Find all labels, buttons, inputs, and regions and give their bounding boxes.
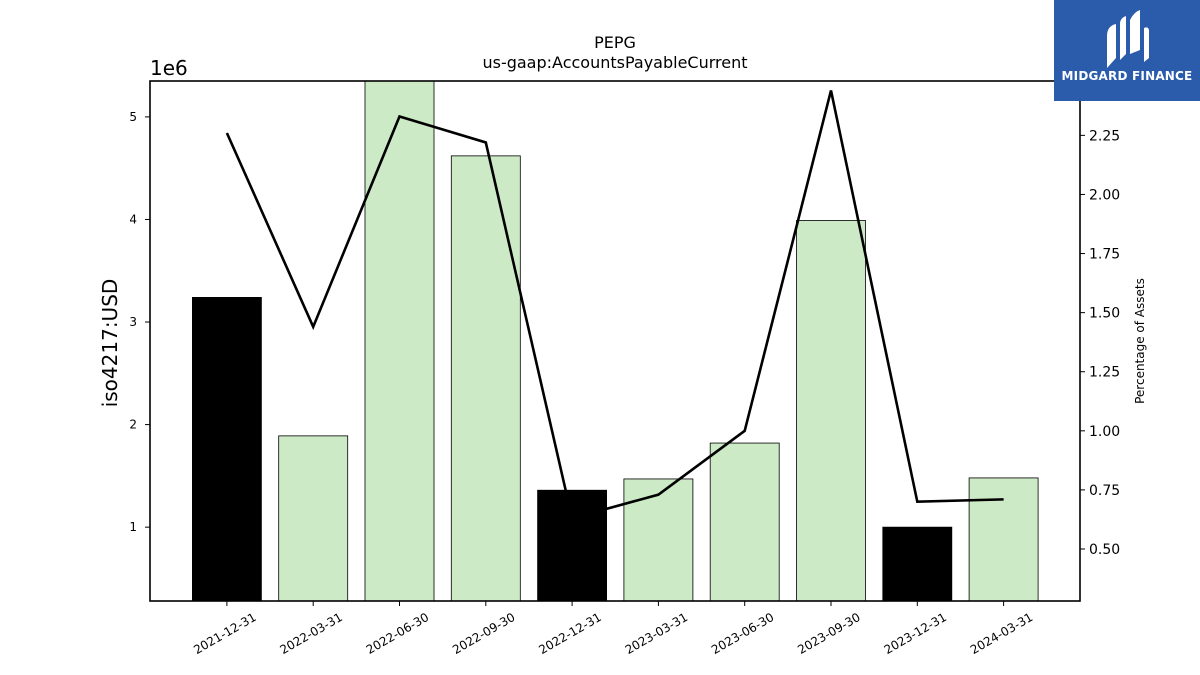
x-tick-label: 2022-12-31 xyxy=(536,610,603,657)
x-tick-label: 2023-03-31 xyxy=(623,610,690,657)
y2-tick-label: 1.50 xyxy=(1089,306,1120,322)
bar-2023-12-31 xyxy=(882,526,953,602)
x-tick-label: 2022-09-30 xyxy=(450,610,517,657)
bar-2023-09-30 xyxy=(796,220,866,602)
y-tick-label: 1 xyxy=(129,520,137,534)
x-tick-label: 2021-12-31 xyxy=(191,610,258,657)
y-tick-label: 5 xyxy=(129,110,137,124)
y2-axis-label: Percentage of Assets xyxy=(1133,278,1147,404)
bar-2024-03-31 xyxy=(968,477,1039,602)
plot-frame xyxy=(149,80,1081,602)
bar-2023-03-31 xyxy=(623,478,694,602)
y2-tick-label: 1.25 xyxy=(1089,365,1120,381)
y-tick-label: 2 xyxy=(129,418,137,432)
bar-2022-06-30 xyxy=(364,80,435,602)
bar-2022-12-31 xyxy=(537,489,607,602)
x-tick-label: 2023-06-30 xyxy=(709,610,776,657)
midgard-finance-logo: MIDGARD FINANCE xyxy=(1054,0,1200,101)
x-tick-label: 2023-12-31 xyxy=(882,610,949,657)
percentage-line xyxy=(225,90,1004,520)
logo-text: MIDGARD FINANCE xyxy=(1061,69,1193,83)
y2-tick-label: 2.25 xyxy=(1089,128,1120,144)
logo-mark-icon xyxy=(1107,10,1149,68)
y-axis-label: iso4217:USD xyxy=(98,279,122,408)
y2-tick-label: 2.00 xyxy=(1089,187,1120,203)
y-tick-label: 4 xyxy=(129,212,137,226)
y2-tick-label: 1.75 xyxy=(1089,247,1120,263)
chart-title: PEPG xyxy=(594,33,636,52)
y-tick-label: 3 xyxy=(129,315,137,329)
y-offset-label: 1e6 xyxy=(150,56,188,80)
x-tick-label: 2023-09-30 xyxy=(795,610,862,657)
chart-subtitle: us-gaap:AccountsPayableCurrent xyxy=(482,53,747,72)
bar-2023-06-30 xyxy=(709,442,780,602)
bar-2022-09-30 xyxy=(450,155,521,602)
y2-tick-label: 1.00 xyxy=(1089,424,1120,440)
y2-tick-label: 0.50 xyxy=(1089,542,1120,558)
bar-2021-12-31 xyxy=(191,297,262,602)
x-tick-label: 2022-06-30 xyxy=(364,610,431,657)
x-tick-label: 2022-03-31 xyxy=(277,610,344,657)
y2-tick-label: 0.75 xyxy=(1089,483,1120,499)
bar-2022-03-31 xyxy=(278,435,349,602)
x-tick-label: 2024-03-31 xyxy=(968,610,1035,657)
